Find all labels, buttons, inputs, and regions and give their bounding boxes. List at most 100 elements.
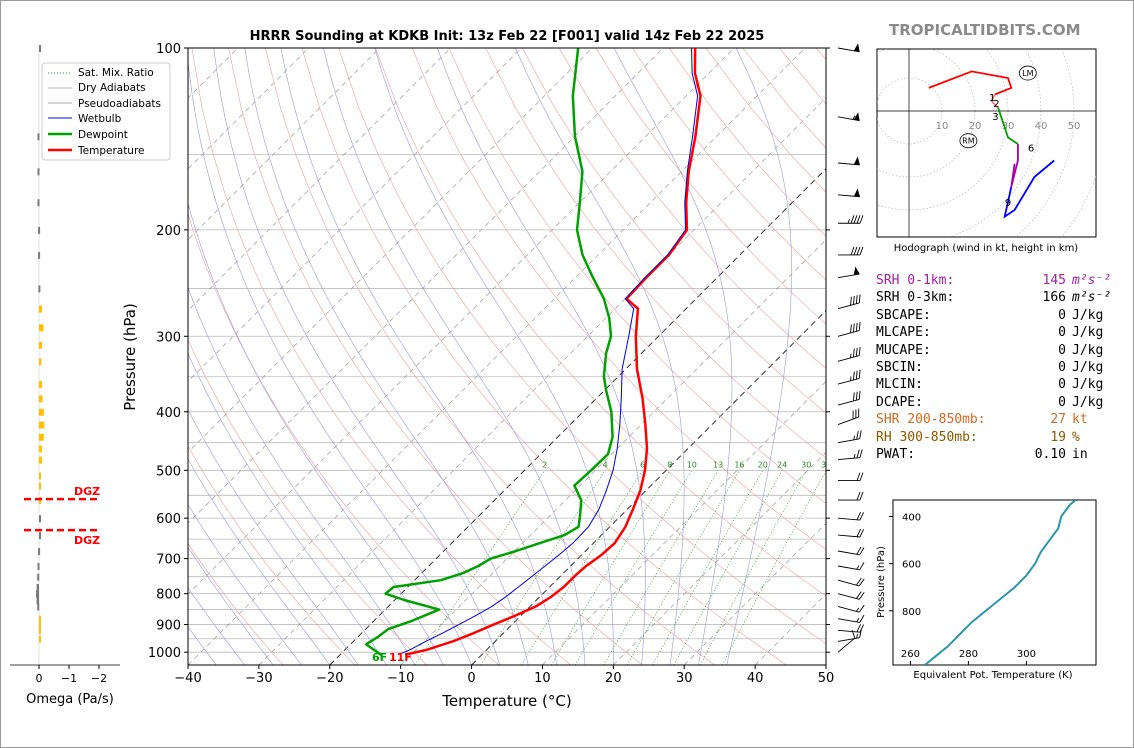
barb-full bbox=[858, 578, 865, 587]
barb-staff bbox=[837, 162, 860, 166]
parameter-row: RH 300-850mb: 19% bbox=[876, 429, 1126, 446]
pseudoadiabat bbox=[515, 48, 685, 665]
isotherm bbox=[188, 48, 806, 665]
barb-full bbox=[856, 449, 860, 459]
barb-full bbox=[858, 408, 860, 418]
barb-half bbox=[853, 453, 856, 459]
hodo-ring-label: 40 bbox=[1035, 121, 1048, 132]
parameter-unit: kt bbox=[1072, 412, 1088, 428]
omega-bar bbox=[39, 482, 41, 490]
wind-barb bbox=[837, 449, 863, 461]
barb-full bbox=[850, 215, 855, 224]
x-tick-label: −30 bbox=[245, 671, 272, 686]
omega-bar bbox=[39, 358, 42, 366]
omega-bar bbox=[37, 603, 40, 611]
mixing-ratio-line bbox=[699, 470, 807, 665]
theta-e-x-tick-label: 280 bbox=[959, 649, 978, 660]
parameter-label: SRH 0-1km: bbox=[876, 273, 955, 288]
wind-barb bbox=[837, 562, 865, 571]
barb-full bbox=[859, 246, 864, 256]
barb-flag bbox=[853, 112, 860, 121]
barb-full bbox=[855, 347, 858, 357]
mixing-ratio-line bbox=[652, 470, 764, 665]
y-tick-label: 200 bbox=[156, 224, 181, 239]
dry-adiabat bbox=[191, 48, 571, 665]
omega-bar bbox=[39, 341, 42, 349]
parameter-unit: J/kg bbox=[1072, 307, 1104, 323]
mixing-ratio-label: 8 bbox=[667, 460, 672, 469]
omega-bar bbox=[39, 472, 41, 480]
theta-e-y-tick-label: 800 bbox=[902, 607, 921, 618]
dry-adiabat bbox=[375, 48, 826, 597]
barb-full bbox=[859, 215, 864, 224]
mixing-ratio-label: 16 bbox=[734, 460, 744, 469]
barb-staff bbox=[837, 457, 860, 461]
mixing-ratio-line bbox=[574, 470, 693, 665]
barb-staff bbox=[837, 438, 860, 444]
wind-barb bbox=[837, 322, 861, 337]
barb-full bbox=[859, 562, 865, 571]
hodo-motion-marker bbox=[959, 133, 978, 149]
omega-xlabel: Omega (Pa/s) bbox=[26, 692, 114, 707]
dry-adiabat bbox=[188, 445, 356, 665]
legend-pseudoadiabats: Pseudoadiabats bbox=[78, 98, 161, 110]
pseudoadiabat bbox=[188, 286, 416, 665]
dry-adiabat bbox=[265, 48, 715, 665]
omega-panel: 0 −1 −2 DGZ DGZ bbox=[10, 45, 120, 685]
pseudoadiabat bbox=[188, 408, 359, 665]
dry-adiabat bbox=[188, 212, 499, 665]
dgz-label: DGZ bbox=[74, 485, 100, 498]
parameter-value: 0.10 bbox=[1034, 447, 1066, 463]
parameter-label: MLCIN: bbox=[876, 377, 923, 393]
hodo-height-label: 6 bbox=[1028, 143, 1034, 154]
barb-staff bbox=[837, 416, 859, 425]
omega-bar bbox=[39, 615, 41, 623]
wind-barb bbox=[837, 614, 865, 623]
hodo-trace bbox=[997, 107, 1019, 145]
parameter-unit: J/kg bbox=[1072, 394, 1104, 410]
omega-tick-label: 0 bbox=[36, 672, 43, 685]
barb-full bbox=[852, 410, 854, 420]
barb-full bbox=[851, 629, 856, 639]
parameter-value: 27 bbox=[1050, 412, 1066, 428]
omega-bar bbox=[38, 226, 41, 234]
dry-adiabat bbox=[411, 48, 826, 550]
barb-full bbox=[853, 371, 855, 381]
parameter-label: SHR 200-850mb: bbox=[876, 412, 986, 428]
parameter-value: 166 bbox=[1042, 290, 1066, 306]
parameter-value: 19 bbox=[1050, 429, 1066, 445]
barb-full bbox=[858, 369, 861, 379]
temperature-line bbox=[404, 48, 702, 657]
parameter-unit: m²s⁻² bbox=[1072, 290, 1112, 306]
barb-half bbox=[856, 565, 860, 570]
parameter-row: SRH 0-3km: 166 m²s⁻² bbox=[876, 289, 1126, 306]
barb-full bbox=[858, 294, 861, 303]
hodo-height-label: 9 bbox=[1005, 198, 1011, 209]
barb-staff bbox=[837, 618, 860, 623]
wind-barb bbox=[838, 246, 864, 256]
y-tick-label: 400 bbox=[156, 406, 181, 421]
barb-full bbox=[856, 472, 861, 481]
wind-barb bbox=[837, 294, 861, 310]
barb-half bbox=[853, 435, 855, 440]
y-tick-label: 800 bbox=[156, 588, 181, 603]
skewt-axes: −40 −30 −20 −10 0 10 20 30 40 50 100 200 300 400 500 60… bbox=[148, 42, 834, 686]
wind-barb bbox=[838, 215, 864, 224]
omega-bar bbox=[37, 168, 40, 176]
barb-full bbox=[853, 348, 855, 358]
mixing-ratio-label: 13 bbox=[713, 460, 723, 469]
barb-full bbox=[859, 491, 864, 501]
barb-full bbox=[856, 246, 861, 256]
dry-adiabat bbox=[188, 338, 428, 665]
dry-adiabat bbox=[522, 48, 826, 414]
pseudoadiabat bbox=[213, 48, 501, 665]
pseudoadiabat bbox=[188, 57, 472, 665]
skewt-ylabel: Pressure (hPa) bbox=[121, 303, 139, 411]
wind-barb bbox=[838, 472, 864, 482]
omega-bar bbox=[36, 590, 39, 598]
theta-e-frame bbox=[892, 499, 1097, 666]
dry-adiabat bbox=[558, 48, 826, 369]
skewt-title: HRRR Sounding at KDKB Init: 13z Feb 22 [… bbox=[250, 29, 765, 44]
mixing-ratio-label: 24 bbox=[777, 460, 787, 469]
parameter-unit: J/kg bbox=[1072, 360, 1104, 376]
